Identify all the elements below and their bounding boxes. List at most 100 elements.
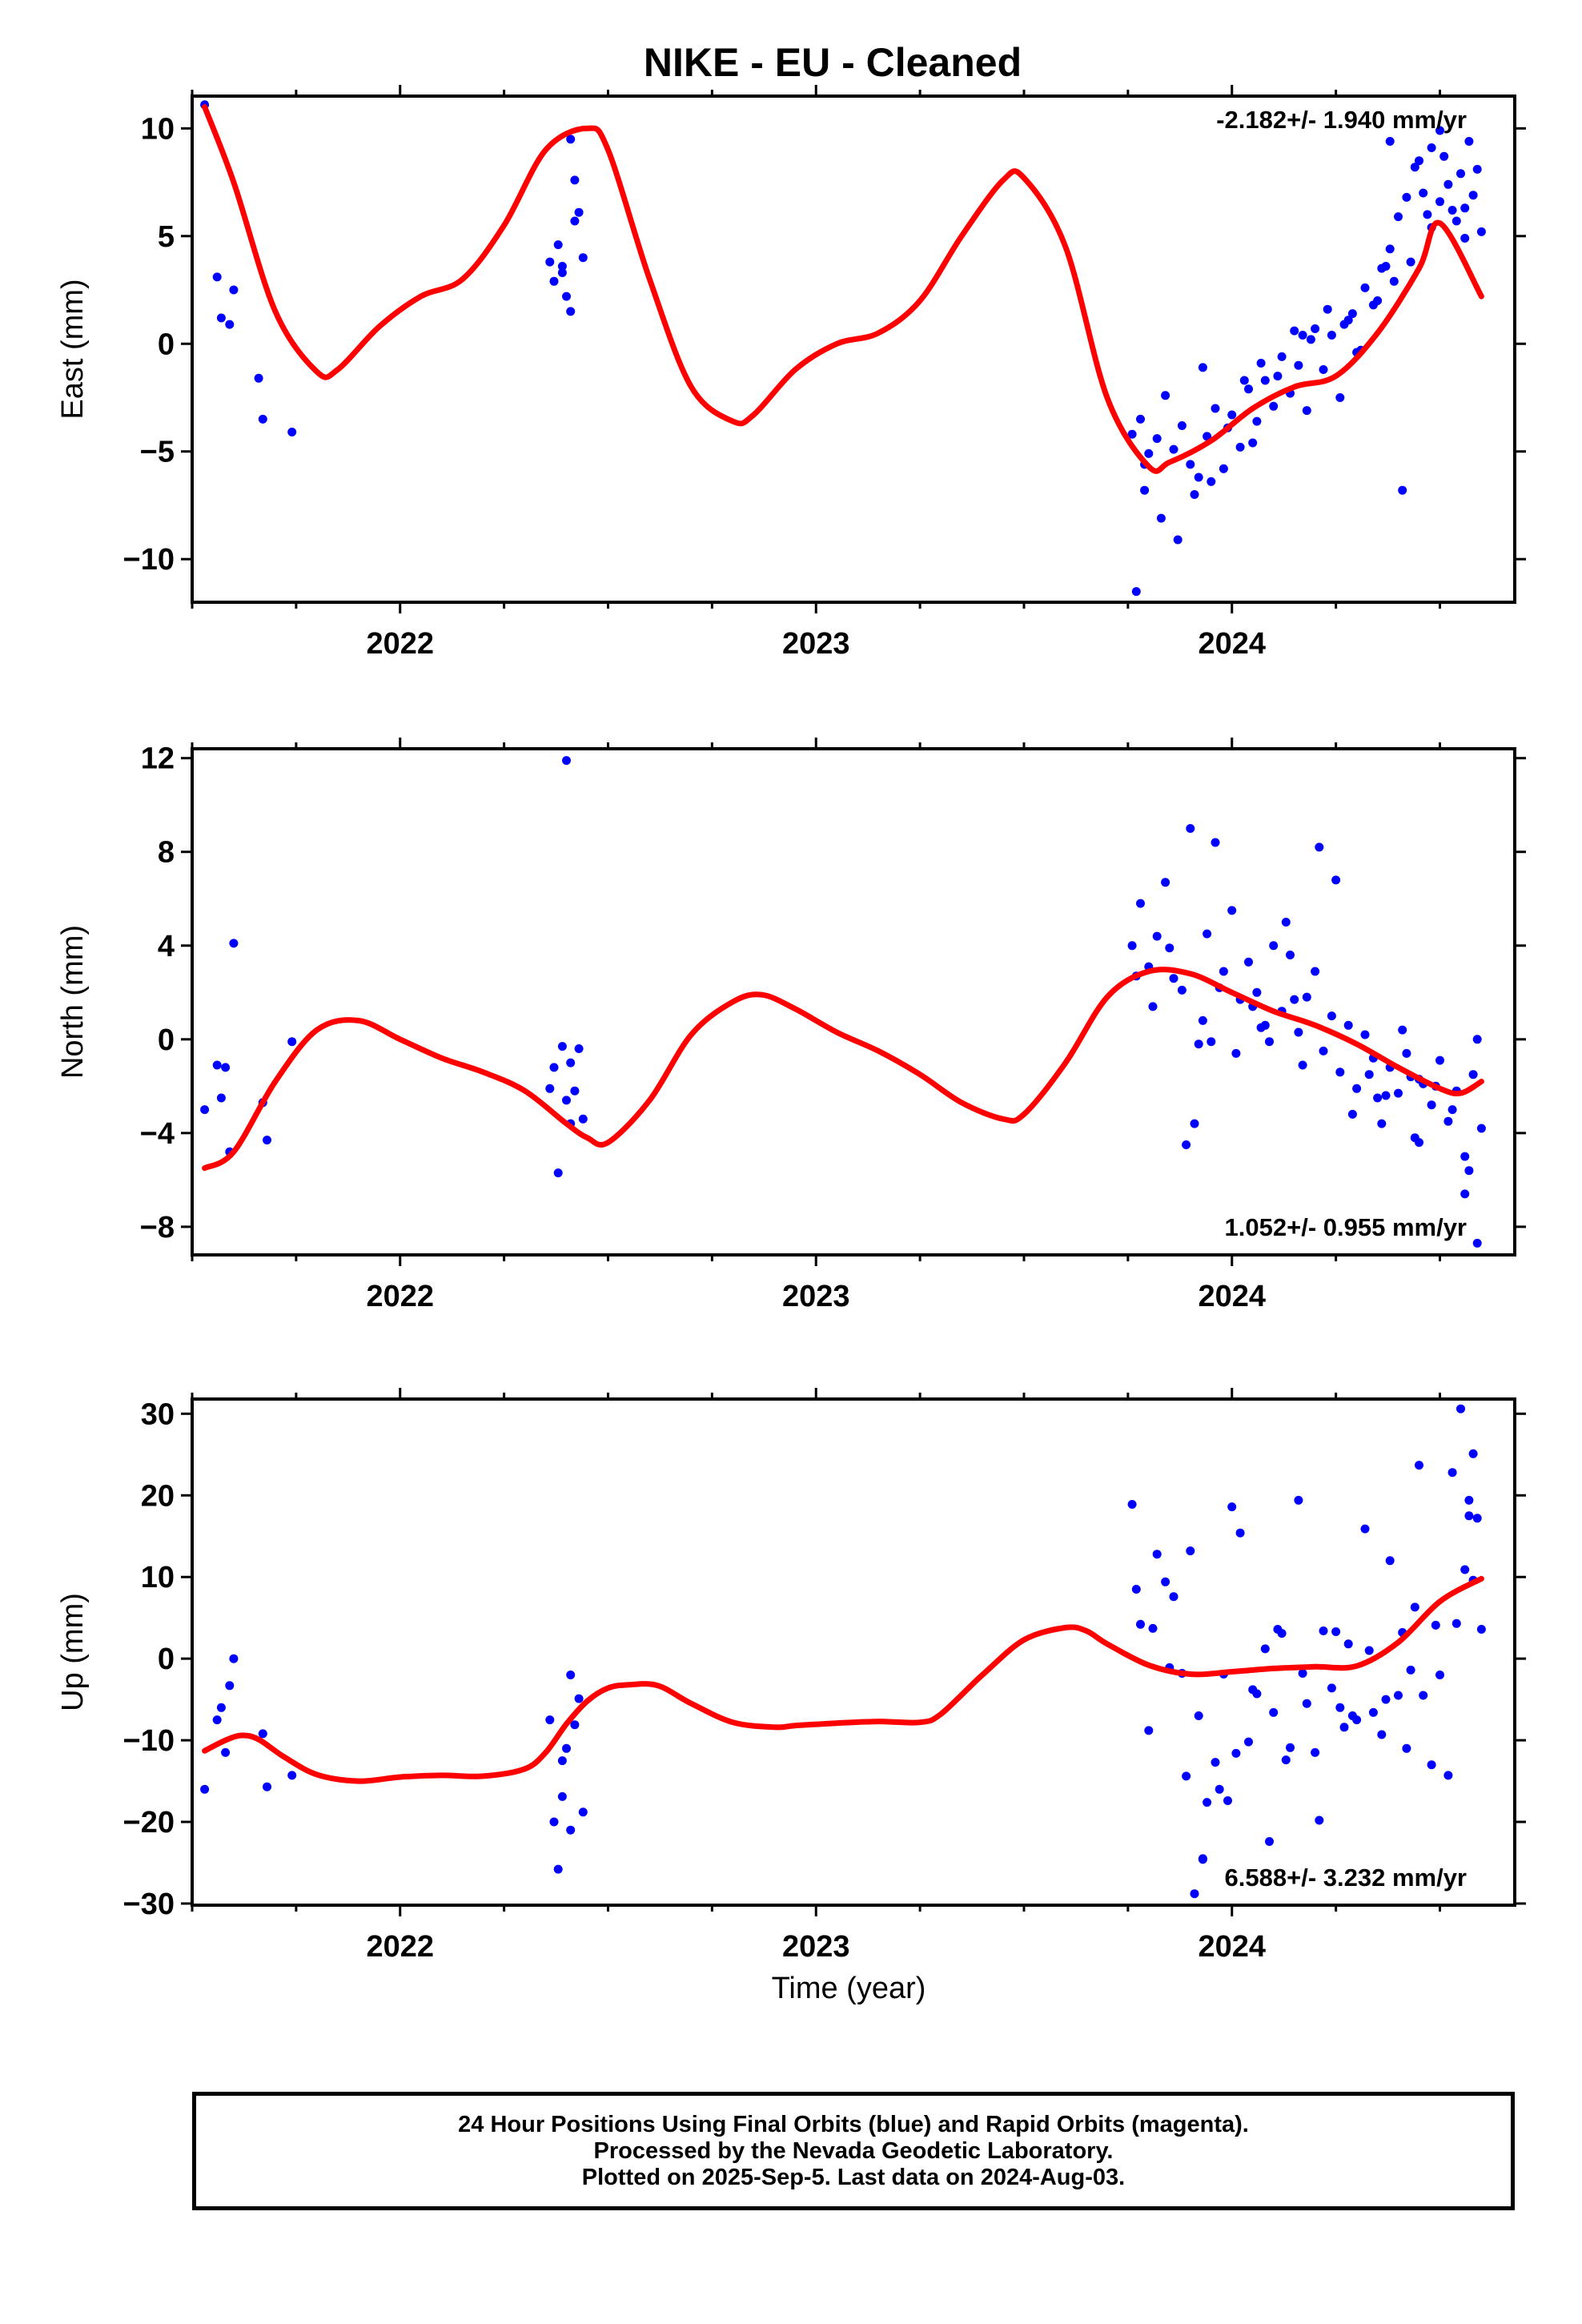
data-point: [1186, 824, 1195, 833]
data-point: [1144, 448, 1154, 458]
data-point: [263, 1782, 271, 1791]
data-point: [221, 1747, 231, 1757]
y-tick-label: −20: [123, 1806, 175, 1839]
data-point: [212, 1060, 222, 1070]
data-point: [1182, 1771, 1191, 1781]
data-point: [1260, 1644, 1270, 1654]
data-point: [1165, 943, 1174, 953]
plot-frame: [191, 747, 1516, 1256]
data-point: [1460, 1565, 1470, 1574]
data-point: [1415, 156, 1423, 166]
y-tick-label: −8: [140, 1211, 175, 1244]
data-point: [1265, 1037, 1274, 1047]
data-point: [1223, 1796, 1232, 1805]
rate-annotation: 6.588+/- 3.232 mm/yr: [1225, 1864, 1467, 1892]
data-point: [1381, 262, 1391, 271]
data-point: [545, 1084, 555, 1093]
data-point: [566, 307, 576, 316]
y-tick-label: 0: [158, 1642, 175, 1676]
data-point: [1227, 1502, 1237, 1512]
data-point: [1373, 296, 1383, 305]
data-point: [1152, 1550, 1162, 1559]
data-point: [566, 1825, 576, 1835]
data-point: [1419, 188, 1428, 198]
data-point: [1427, 143, 1436, 152]
data-point: [1294, 1495, 1303, 1505]
data-point: [1360, 1524, 1370, 1534]
data-point: [1452, 216, 1461, 226]
up-panel: 2022 2023 2024 30 20 10 0 −10 −20 −30 Up (mm) 6.588…: [56, 1388, 1526, 1964]
data-point: [1427, 1760, 1436, 1770]
data-point: [1239, 376, 1249, 385]
data-point: [549, 276, 559, 286]
x-tick-label: 2022: [366, 1280, 434, 1313]
data-point: [258, 414, 267, 424]
data-point: [578, 1114, 588, 1124]
data-point: [1394, 1691, 1403, 1700]
data-point: [287, 428, 297, 436]
y-tick-label: 0: [158, 328, 175, 361]
data-point: [570, 216, 580, 226]
data-point: [1127, 1500, 1137, 1509]
data-point: [1194, 1711, 1203, 1720]
data-point: [1131, 1585, 1141, 1594]
plot-frame: [191, 94, 1516, 604]
data-point: [1315, 1815, 1324, 1825]
data-point: [1406, 257, 1415, 267]
data-point: [1136, 414, 1145, 424]
data-point: [1302, 992, 1311, 1002]
data-point: [1335, 1703, 1345, 1712]
data-point: [1161, 391, 1170, 400]
data-point: [1431, 1620, 1440, 1630]
data-point: [1302, 406, 1311, 416]
data-point: [1148, 1002, 1158, 1011]
y-tick-label: −10: [123, 543, 175, 577]
footer-line-3: Plotted on 2025-Sep-5. Last data on 2024…: [581, 2165, 1126, 2190]
data-point: [1248, 438, 1258, 448]
data-point: [1373, 1093, 1383, 1103]
data-point: [574, 1694, 584, 1703]
data-point: [1211, 838, 1220, 847]
data-point: [212, 272, 222, 282]
data-point: [1294, 1027, 1303, 1037]
data-point: [225, 320, 235, 329]
data-point: [1281, 918, 1291, 927]
data-point: [1468, 1449, 1478, 1458]
data-point: [1281, 1755, 1291, 1765]
data-point: [200, 1105, 210, 1115]
data-point: [1277, 352, 1287, 361]
data-point: [1161, 878, 1170, 887]
data-point: [229, 939, 239, 948]
data-point: [578, 1807, 588, 1817]
data-point: [1248, 1685, 1258, 1695]
y-tick-label: 10: [141, 112, 175, 146]
data-point: [1435, 126, 1444, 135]
data-point: [1152, 434, 1162, 444]
data-point: [1269, 401, 1279, 411]
y-tick-label: 4: [158, 930, 175, 963]
x-tick-label: 2022: [366, 627, 434, 661]
data-point: [287, 1037, 297, 1047]
y-axis-label: East (mm): [56, 279, 90, 419]
data-point: [553, 240, 563, 250]
data-point: [1339, 1723, 1349, 1732]
data-point: [1231, 1748, 1241, 1758]
data-point: [578, 253, 588, 263]
data-point: [1443, 1116, 1453, 1126]
data-point: [1447, 1105, 1457, 1115]
y-tick-label: 0: [158, 1023, 175, 1057]
data-point: [574, 207, 584, 217]
data-point: [1385, 137, 1395, 146]
data-point: [545, 1715, 555, 1725]
x-tick-label: 2023: [782, 627, 850, 661]
figure-title: NIKE - EU - Cleaned: [644, 40, 1022, 85]
data-point: [1298, 1060, 1307, 1070]
data-point: [1335, 1068, 1345, 1077]
data-point: [263, 1136, 271, 1145]
data-point: [1290, 995, 1299, 1004]
data-point: [1231, 1048, 1241, 1058]
data-point: [1127, 941, 1137, 951]
data-point: [1468, 191, 1478, 200]
data-point: [216, 1703, 226, 1712]
data-point: [1335, 393, 1345, 402]
